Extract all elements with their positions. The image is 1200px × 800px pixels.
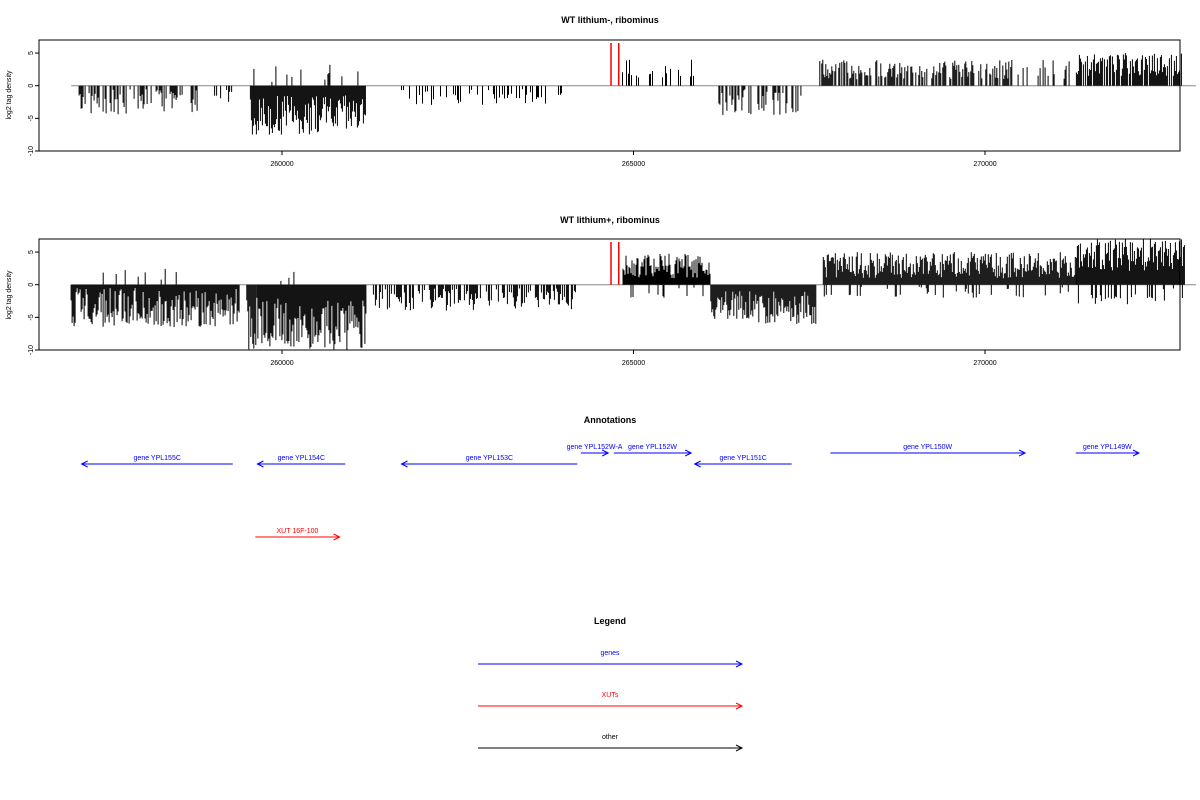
arrow-head <box>684 449 693 457</box>
y-tick-label: 0 <box>28 84 35 88</box>
arrow-head <box>735 660 744 668</box>
annotation-feature: gene YPL149W <box>1075 444 1141 457</box>
feature-label: gene YPL155C <box>134 455 181 462</box>
x-tick-label: 270000 <box>973 161 996 168</box>
density-bars <box>71 53 1196 135</box>
arrow-head <box>256 460 264 468</box>
y-tick-label: -5 <box>28 314 35 320</box>
arrow-head <box>400 460 408 468</box>
x-tick-label: 260000 <box>270 360 293 367</box>
track-panel-lithium-minus: WT lithium-, ribominus log2 tag density … <box>6 15 1196 168</box>
feature-label: gene YPL153C <box>466 455 513 462</box>
y-axis-label: log2 tag density <box>6 70 13 120</box>
feature-label: gene YPL152W <box>628 444 677 451</box>
feature-label: gene YPL154C <box>278 455 325 462</box>
y-tick-label: -10 <box>28 146 35 156</box>
x-tick-label: 270000 <box>973 360 996 367</box>
arrow-head <box>735 744 744 752</box>
track-title: WT lithium+, ribominus <box>560 215 660 225</box>
y-tick-label: 5 <box>28 51 35 55</box>
annotation-feature: gene YPL152W-A <box>567 444 623 457</box>
feature-label: gene YPL149W <box>1083 444 1132 451</box>
plot-frame <box>38 238 1181 351</box>
legend-item: other <box>478 734 744 752</box>
x-tick-label: 265000 <box>622 161 645 168</box>
legend-label: XUTs <box>602 692 619 699</box>
y-tick-label: -10 <box>28 345 35 355</box>
feature-label: gene YPL151C <box>719 455 766 462</box>
annotation-feature: gene YPL152W <box>613 444 693 457</box>
track-panel-lithium-plus: WT lithium+, ribominus log2 tag density … <box>6 215 1196 367</box>
legend-item: genes <box>478 650 744 668</box>
legend-label: other <box>602 734 619 741</box>
arrow-head <box>333 533 341 541</box>
feature-label: XUT 16F-100 <box>277 528 319 535</box>
annotation-feature: gene YPL154C <box>256 455 346 468</box>
arrow-head <box>735 702 744 710</box>
arrow-head <box>601 449 610 457</box>
annotations-track: Annotations gene YPL155C gene YPL154C gene… <box>80 415 1141 541</box>
plot-frame <box>38 39 1181 152</box>
y-tick-label: 5 <box>28 250 35 254</box>
density-bars <box>70 239 1196 350</box>
y-tick-label: 0 <box>28 283 35 287</box>
arrow-head <box>80 460 88 468</box>
legend-title: Legend <box>594 616 626 626</box>
arrow-head <box>693 460 701 468</box>
annotation-feature: gene YPL150W <box>830 444 1027 457</box>
annotation-feature: gene YPL151C <box>693 455 792 468</box>
legend: Legend genes XUTs other <box>478 616 744 752</box>
arrow-head <box>1132 449 1141 457</box>
arrow-head <box>1018 449 1027 457</box>
track-title: WT lithium-, ribominus <box>561 15 659 25</box>
feature-label: gene YPL150W <box>903 444 952 451</box>
y-tick-label: -5 <box>28 115 35 121</box>
legend-label: genes <box>600 650 620 657</box>
annotation-feature: gene YPL153C <box>400 455 578 468</box>
feature-label: gene YPL152W-A <box>567 444 623 451</box>
x-tick-label: 260000 <box>270 161 293 168</box>
annotations-title: Annotations <box>584 415 637 425</box>
annotation-feature: XUT 16F-100 <box>255 528 341 541</box>
x-tick-label: 265000 <box>622 360 645 367</box>
y-axis-label: log2 tag density <box>6 270 13 320</box>
legend-item: XUTs <box>478 692 744 710</box>
annotation-feature: gene YPL155C <box>80 455 233 468</box>
